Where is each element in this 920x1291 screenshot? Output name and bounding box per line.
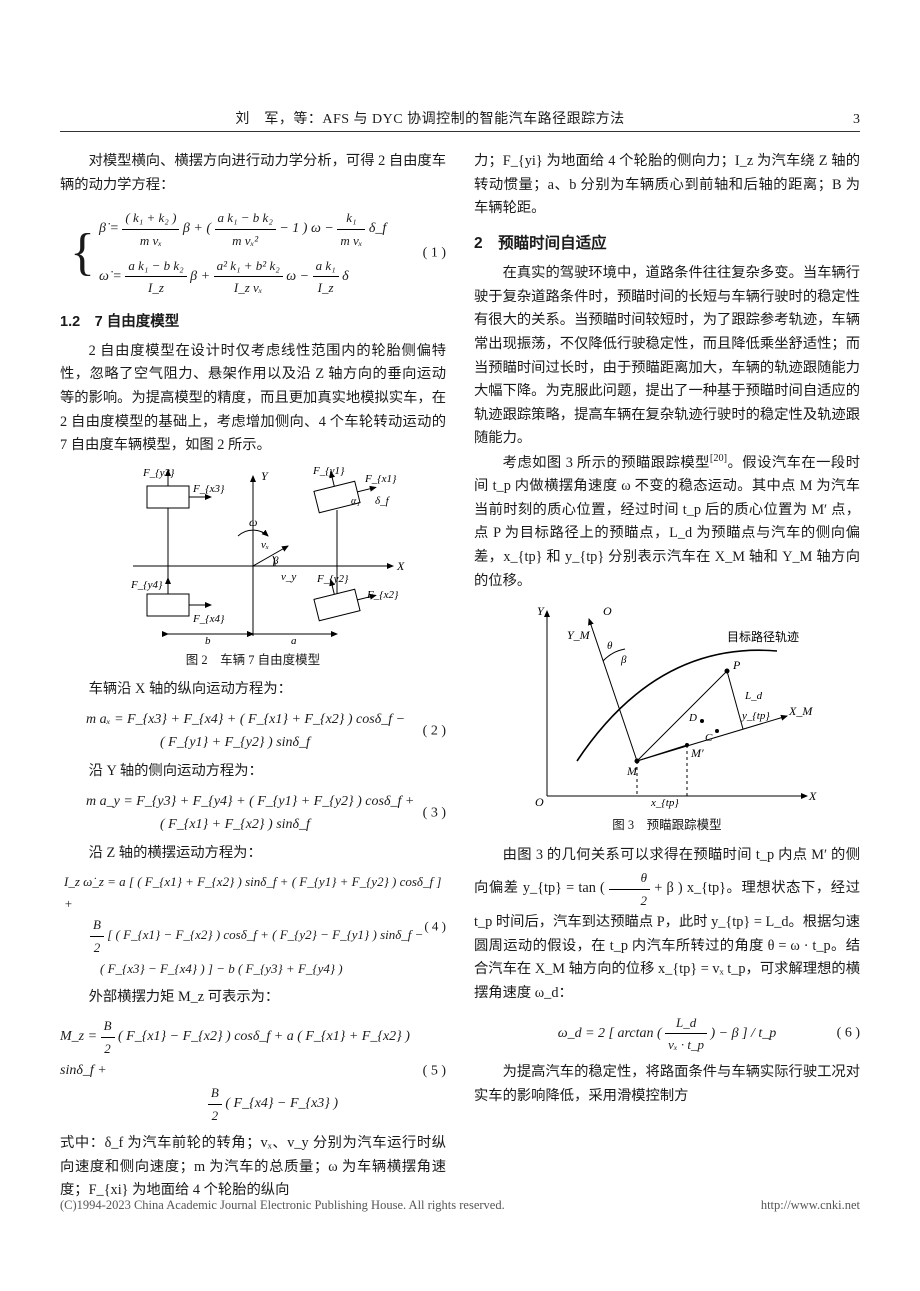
svg-text:v_y: v_y	[281, 571, 296, 583]
svg-text:P: P	[732, 658, 741, 672]
svg-text:M′: M′	[690, 746, 704, 760]
equation-5: M_z = B2 ( F_{x1} − F_{x2} ) cosδ_f + a …	[60, 1015, 446, 1126]
svg-text:M: M	[626, 764, 638, 778]
svg-text:Y: Y	[261, 469, 269, 483]
page-content: 对模型横向、横摆方向进行动力学分析，可得 2 自由度车辆的动力学方程： { β̇…	[60, 150, 860, 1205]
svg-text:F_{x3}: F_{x3}	[192, 483, 225, 495]
equation-1: { β̇ = ( k₁ + k₂ )m vₓ β + ( a k₁ − b k₂…	[60, 203, 446, 303]
eq1-number: ( 1 )	[423, 241, 446, 264]
vehicle-7dof-diagram: Y X F_{y3} F_{x3} F_{y4} F_{x4} F_{y1} F…	[93, 466, 413, 646]
figure-2-caption: 图 2 车辆 7 自由度模型	[60, 650, 446, 671]
svg-text:F_{x2}: F_{x2}	[366, 589, 399, 601]
figure-3-caption: 图 3 预瞄跟踪模型	[474, 815, 860, 836]
svg-text:x_{tp}: x_{tp}	[650, 797, 679, 809]
para-2b: 考虑如图 3 所示的预瞄跟踪模型[20]。假设汽车在一段时间 t_p 内做横摆角…	[474, 451, 860, 593]
svg-text:X: X	[396, 559, 405, 573]
para-2c: 由图 3 的几何关系可以求得在预瞄时间 t_p 内点 M′ 的侧向偏差 y_{t…	[474, 844, 860, 1006]
svg-text:D: D	[688, 712, 697, 724]
svg-text:vₓ: vₓ	[261, 539, 269, 551]
para-symbol-defs: 式中：δ_f 为汽车前轮的转角；vₓ、v_y 分别为汽车运行时纵向速度和侧向速度…	[60, 1132, 446, 1203]
header-title: 刘 军，等：AFS 与 DYC 协调控制的智能汽车路径跟踪方法	[60, 108, 800, 128]
equation-2: m aₓ = F_{x3} + F_{x4} + ( F_{x1} + F_{x…	[60, 708, 446, 754]
svg-text:L_d: L_d	[744, 690, 763, 702]
svg-text:C: C	[705, 732, 713, 744]
heading-2: 2 预瞄时间自适应	[474, 231, 860, 257]
svg-text:X: X	[808, 789, 817, 803]
heading-1-2: 1.2 7 自由度模型	[60, 311, 446, 335]
svg-text:O: O	[603, 604, 612, 618]
svg-text:目标路径轨迹: 目标路径轨迹	[727, 629, 799, 644]
svg-text:b: b	[205, 635, 211, 646]
para-2a: 在真实的驾驶环境中，道路条件往往复杂多变。当车辆行驶于复杂道路条件时，预瞄时间的…	[474, 262, 860, 451]
equation-4: I_z ω̇_z = a [ ( F_{x1} + F_{x2} ) sinδ_…	[60, 871, 446, 979]
svg-text:y_{tp}: y_{tp}	[741, 710, 770, 722]
svg-text:α₁: α₁	[351, 496, 360, 507]
running-header: 刘 军，等：AFS 与 DYC 协调控制的智能汽车路径跟踪方法 3	[60, 108, 860, 132]
page-footer: (C)1994-2023 China Academic Journal Elec…	[60, 1198, 860, 1213]
svg-text:Y: Y	[537, 604, 545, 618]
svg-text:F_{x4}: F_{x4}	[192, 613, 225, 625]
svg-text:F_{y2}: F_{y2}	[316, 573, 349, 585]
svg-text:β: β	[620, 654, 627, 666]
para-2d: 为提高汽车的稳定性，将路面条件与车辆实际行驶工况对实车的影响降低，采用滑模控制方	[474, 1061, 860, 1108]
citation-20: [20]	[710, 453, 727, 464]
para-symbol-defs-cont: 力；F_{yi} 为地面给 4 个轮胎的侧向力；I_z 为汽车绕 Z 轴的转动惯…	[474, 150, 860, 221]
preview-tracking-model-diagram: X Y O X_M Y_M O 目标路径轨迹 M M′ P D	[517, 601, 817, 811]
footer-copyright: (C)1994-2023 China Academic Journal Elec…	[60, 1198, 505, 1213]
equation-6: ω_d = 2 [ arctan ( L_dvₓ · t_p ) − β ] /…	[474, 1012, 860, 1056]
para-eq-y: 沿 Y 轴的侧向运动方程为：	[60, 760, 446, 784]
para-mz: 外部横摆力矩 M_z 可表示为：	[60, 986, 446, 1010]
svg-text:X_M: X_M	[788, 704, 813, 718]
svg-text:ω: ω	[249, 515, 257, 529]
svg-text:θ: θ	[607, 640, 613, 652]
svg-text:a: a	[291, 635, 297, 646]
para-intro: 对模型横向、横摆方向进行动力学分析，可得 2 自由度车辆的动力学方程：	[60, 150, 446, 197]
footer-url: http://www.cnki.net	[761, 1198, 860, 1213]
equation-3: m a_y = F_{y3} + F_{y4} + ( F_{y1} + F_{…	[60, 790, 446, 836]
svg-text:F_{y3}: F_{y3}	[142, 467, 175, 479]
svg-text:F_{x1}: F_{x1}	[364, 473, 397, 485]
para-eq-z: 沿 Z 轴的横摆运动方程为：	[60, 842, 446, 866]
svg-text:F_{y1}: F_{y1}	[312, 466, 345, 477]
page-number: 3	[800, 112, 860, 128]
para-1-2: 2 自由度模型在设计时仅考虑线性范围内的轮胎侧偏特性，忽略了空气阻力、悬架作用以…	[60, 340, 446, 458]
svg-text:F_{y4}: F_{y4}	[130, 579, 163, 591]
svg-text:δ_f: δ_f	[375, 495, 391, 507]
svg-text:β: β	[272, 555, 279, 567]
para-eq-x: 车辆沿 X 轴的纵向运动方程为：	[60, 678, 446, 702]
figure-3: X Y O X_M Y_M O 目标路径轨迹 M M′ P D	[474, 601, 860, 836]
figure-2: Y X F_{y3} F_{x3} F_{y4} F_{x4} F_{y1} F…	[60, 466, 446, 671]
svg-text:O: O	[535, 795, 544, 809]
svg-text:Y_M: Y_M	[567, 628, 591, 642]
